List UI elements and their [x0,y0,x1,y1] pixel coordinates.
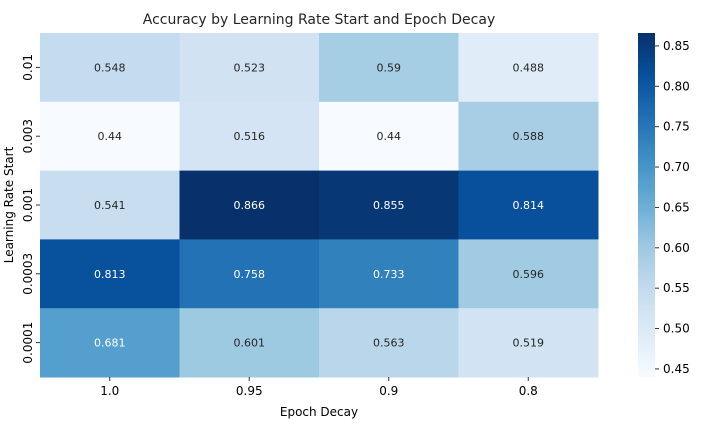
chart-title: Accuracy by Learning Rate Start and Epoc… [143,12,495,28]
y-axis-label: Learning Rate Start [2,146,16,263]
cell-value-label: 0.733 [373,268,405,281]
heatmap-cell [179,308,320,378]
colorbar-tick-label: 0.85 [663,39,690,53]
colorbar-tick-label: 0.75 [663,120,690,134]
cell-value-label: 0.516 [234,130,266,143]
x-axis: 1.0 0.95 0.9 0.8 [100,377,538,398]
cell-value-label: 0.541 [94,199,126,212]
colorbar-tick-label: 0.60 [663,241,690,255]
cell-value-label: 0.758 [234,268,266,281]
cell-value-label: 0.681 [94,337,126,350]
cell-value-label: 0.813 [94,268,126,281]
heatmap-cell [458,308,599,378]
cell-value-label: 0.523 [234,61,266,74]
cell-value-label: 0.855 [373,199,405,212]
heatmap-cell [40,170,180,240]
cell-value-label: 0.59 [377,61,402,74]
y-tick-label: 0.01 [21,54,35,81]
heatmap-cell [458,101,599,172]
heatmap-cell [319,170,459,240]
colorbar [638,33,655,377]
heatmap-cell [319,239,459,309]
heatmap-cell [179,101,320,172]
x-tick-label: 0.8 [519,384,538,398]
colorbar-tick-label: 0.65 [663,200,690,214]
x-tick-label: 1.0 [100,384,119,398]
x-tick-label: 0.9 [379,384,398,398]
cell-value-label: 0.519 [513,337,545,350]
y-axis: 0.01 0.003 0.001 0.0003 0.0001 [21,54,40,364]
y-tick-label: 0.001 [21,188,35,222]
cell-value-label: 0.548 [94,61,126,74]
y-tick-label: 0.0003 [21,253,35,295]
cell-value-label: 0.488 [513,61,545,74]
heatmap-cell [40,101,180,172]
heatmap-cell [319,33,459,103]
heatmap-cell [458,239,599,309]
heatmap-cell [458,33,599,103]
x-tick-label: 0.95 [236,384,263,398]
heatmap-cells: 0.548 0.523 0.59 0.488 0.44 0.516 0.44 0.588 0.5… [40,33,599,378]
heatmap-cell [179,239,320,309]
y-tick-label: 0.0001 [21,322,35,364]
colorbar-ticks: 0.45 0.50 0.55 0.60 0.65 0.70 0.75 0.80 0.85 [655,39,690,376]
heatmap-cell [40,308,180,378]
cell-value-label: 0.588 [513,130,545,143]
heatmap-cell [179,170,320,240]
colorbar-tick-label: 0.55 [663,281,690,295]
heatmap-cell [319,101,459,172]
colorbar-tick-label: 0.70 [663,160,690,174]
cell-value-label: 0.44 [377,130,402,143]
cell-value-label: 0.563 [373,337,405,350]
heatmap-cell [179,33,320,103]
y-tick-label: 0.003 [21,119,35,153]
cell-value-label: 0.596 [513,268,545,281]
colorbar-tick-label: 0.45 [663,362,690,376]
heatmap-cell [319,308,459,378]
heatmap-cell [458,170,599,240]
x-axis-label: Epoch Decay [280,405,358,419]
heatmap-cell [40,239,180,309]
cell-value-label: 0.814 [513,199,545,212]
cell-value-label: 0.601 [234,337,266,350]
cell-value-label: 0.866 [234,199,266,212]
cell-value-label: 0.44 [98,130,123,143]
colorbar-tick-label: 0.80 [663,79,690,93]
colorbar-tick-label: 0.50 [663,322,690,336]
heatmap-cell [40,33,180,103]
